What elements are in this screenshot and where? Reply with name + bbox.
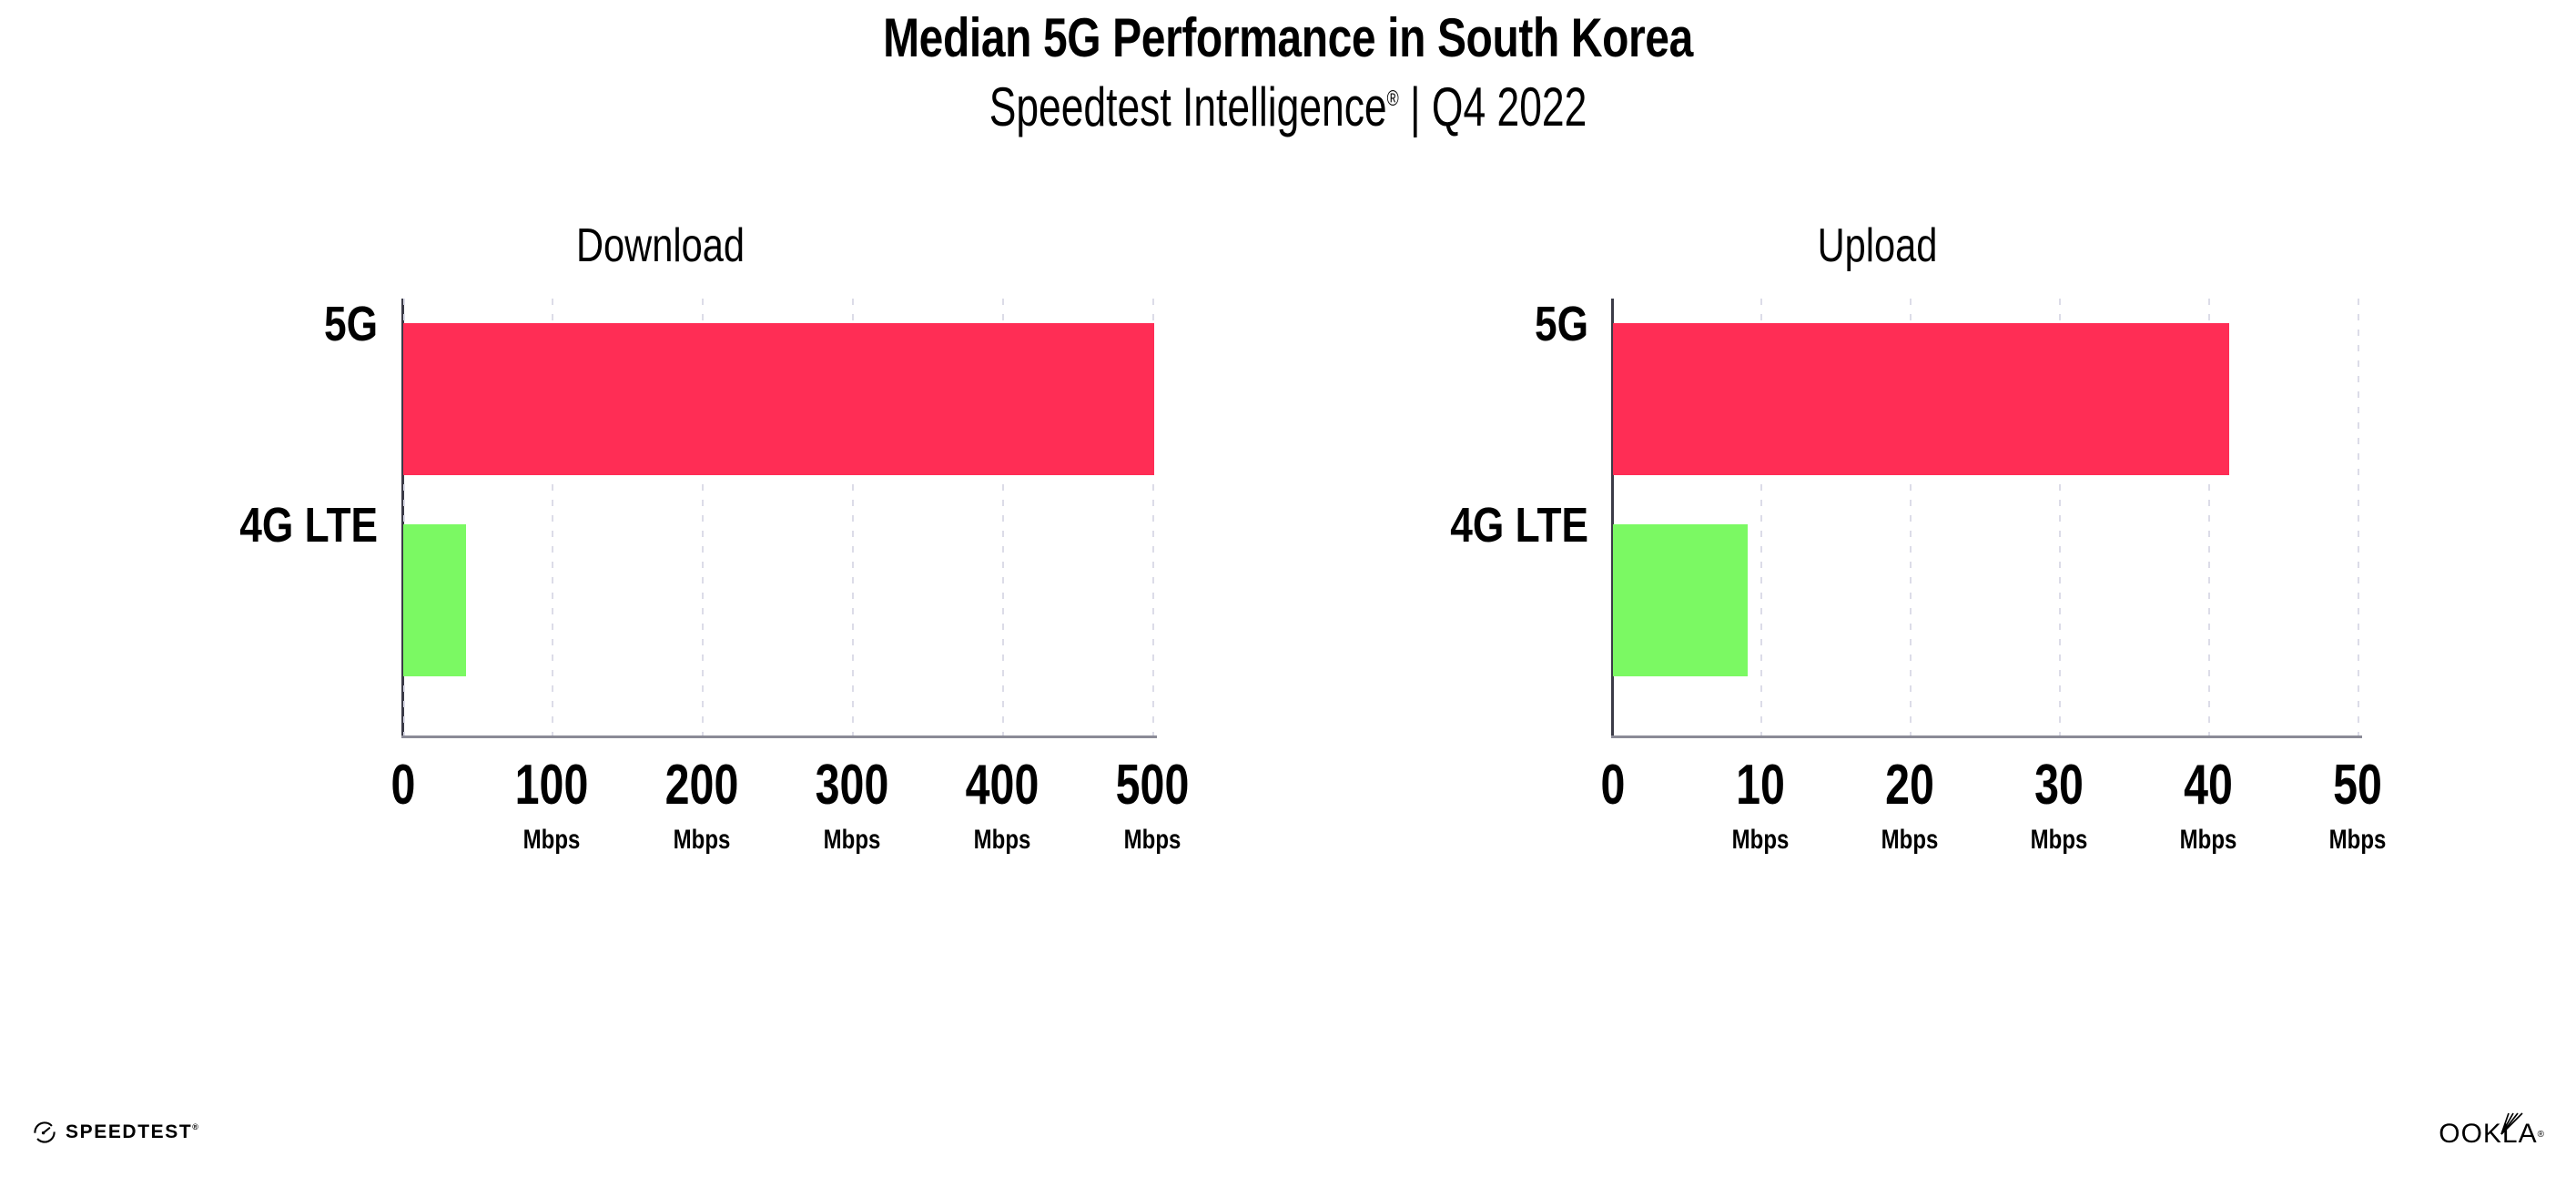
category-label-4glte: 4G LTE (239, 498, 378, 553)
gridline-400 (1002, 299, 1004, 735)
plot-area-upload (1611, 299, 2362, 738)
subtitle-period: Q4 2022 (1431, 76, 1587, 137)
ookla-wordmark-text: OOKLA (2439, 1119, 2538, 1149)
registered-trademark-icon: ® (1386, 86, 1399, 111)
bar-upload-5g[interactable] (1613, 323, 2229, 475)
speedtest-wordmark: SPEEDTEST® (66, 1121, 198, 1143)
x-tick-unit: Mbps (823, 825, 881, 855)
chart-panel-download: Download 5G 4G LTE 0 100 Mbps (0, 218, 1288, 1092)
x-tick-200: 200 Mbps (654, 757, 748, 854)
category-label-5g: 5G (1534, 297, 1588, 351)
x-tick-unit: Mbps (1123, 825, 1182, 855)
gridline-100 (552, 299, 553, 735)
x-tick-value: 0 (390, 754, 416, 817)
x-tick-value: 20 (1885, 754, 1934, 817)
gridline-50 (2358, 299, 2359, 735)
x-tick-500: 500 Mbps (1105, 757, 1199, 854)
speedtest-gauge-icon (33, 1121, 56, 1144)
x-tick-unit: Mbps (973, 825, 1031, 855)
x-tick-30: 30 Mbps (2023, 757, 2094, 854)
ookla-registered-icon: ® (2537, 1129, 2545, 1140)
x-axis-line (1611, 735, 2362, 738)
y-axis-line (1611, 299, 1614, 735)
gridline-10 (1760, 299, 1762, 735)
x-tick-10: 10 Mbps (1725, 757, 1796, 854)
plot-area-download (401, 299, 1157, 738)
gridline-500 (1152, 299, 1154, 735)
x-tick-value: 50 (2333, 754, 2382, 817)
ookla-mark-icon (2496, 1110, 2527, 1148)
chart-panel-upload: Upload 5G 4G LTE 0 10 Mbps 20 (1288, 218, 2576, 1092)
footer: SPEEDTEST® OOKLA ® (0, 1106, 2576, 1197)
x-tick-40: 40 Mbps (2173, 757, 2244, 854)
x-tick-value: 200 (664, 754, 739, 817)
page-title: Median 5G Performance in South Korea (883, 7, 1693, 68)
x-tick-value: 0 (1600, 754, 1626, 817)
chart-header: Median 5G Performance in South Korea Spe… (0, 0, 2576, 137)
panel-title-upload: Upload (1817, 219, 1938, 272)
y-axis-line (401, 299, 404, 735)
bar-download-5g[interactable] (403, 323, 1154, 475)
x-tick-300: 300 Mbps (805, 757, 898, 854)
x-tick-50: 50 Mbps (2322, 757, 2393, 854)
x-tick-20: 20 Mbps (1874, 757, 1945, 854)
x-tick-value: 30 (2034, 754, 2084, 817)
gridline-30 (2059, 299, 2061, 735)
x-tick-0: 0 (388, 757, 419, 827)
x-tick-value: 300 (815, 754, 889, 817)
x-tick-400: 400 Mbps (955, 757, 1049, 854)
gridline-40 (2208, 299, 2210, 735)
category-label-5g: 5G (323, 297, 378, 351)
x-tick-100: 100 Mbps (504, 757, 598, 854)
gridline-200 (403, 299, 405, 735)
x-tick-unit: Mbps (1731, 825, 1790, 855)
bar-download-4glte[interactable] (403, 524, 466, 676)
x-tick-value: 500 (1115, 754, 1190, 817)
bar-upload-4glte[interactable] (1613, 524, 1748, 676)
subtitle-separator: | (1410, 76, 1421, 137)
speedtest-registered-icon: ® (192, 1122, 198, 1131)
x-axis-ticks-download: 0 100 Mbps 200 Mbps 300 Mbps 400 Mbps 50… (391, 757, 1190, 876)
x-tick-unit: Mbps (522, 825, 581, 855)
subtitle-source: Speedtest Intelligence (989, 76, 1387, 137)
x-tick-value: 400 (965, 754, 1040, 817)
gridline-20 (1910, 299, 1912, 735)
gridline-300 (852, 299, 854, 735)
speedtest-wordmark-text: SPEEDTEST (66, 1121, 193, 1142)
chart-subtitle: Speedtest Intelligence® | Q4 2022 (335, 78, 2241, 136)
panel-title-download: Download (575, 219, 745, 272)
x-tick-0: 0 (1597, 757, 1628, 827)
x-tick-value: 40 (2184, 754, 2233, 817)
x-tick-unit: Mbps (2030, 825, 2088, 855)
x-tick-unit: Mbps (2179, 825, 2237, 855)
gridline-200b (702, 299, 704, 735)
category-label-4glte: 4G LTE (1450, 498, 1588, 553)
x-axis-ticks-upload: 0 10 Mbps 20 Mbps 30 Mbps 40 Mbps 50 Mbp… (1601, 757, 2387, 876)
x-tick-unit: Mbps (1881, 825, 1939, 855)
x-tick-value: 10 (1736, 754, 1785, 817)
chart-panels: Download 5G 4G LTE 0 100 Mbps (0, 218, 2576, 1092)
speedtest-logo: SPEEDTEST® (33, 1121, 198, 1144)
x-axis-line (401, 735, 1157, 738)
x-tick-unit: Mbps (673, 825, 731, 855)
ookla-logo: OOKLA ® (2439, 1112, 2545, 1150)
x-tick-value: 100 (514, 754, 589, 817)
x-tick-unit: Mbps (2328, 825, 2387, 855)
